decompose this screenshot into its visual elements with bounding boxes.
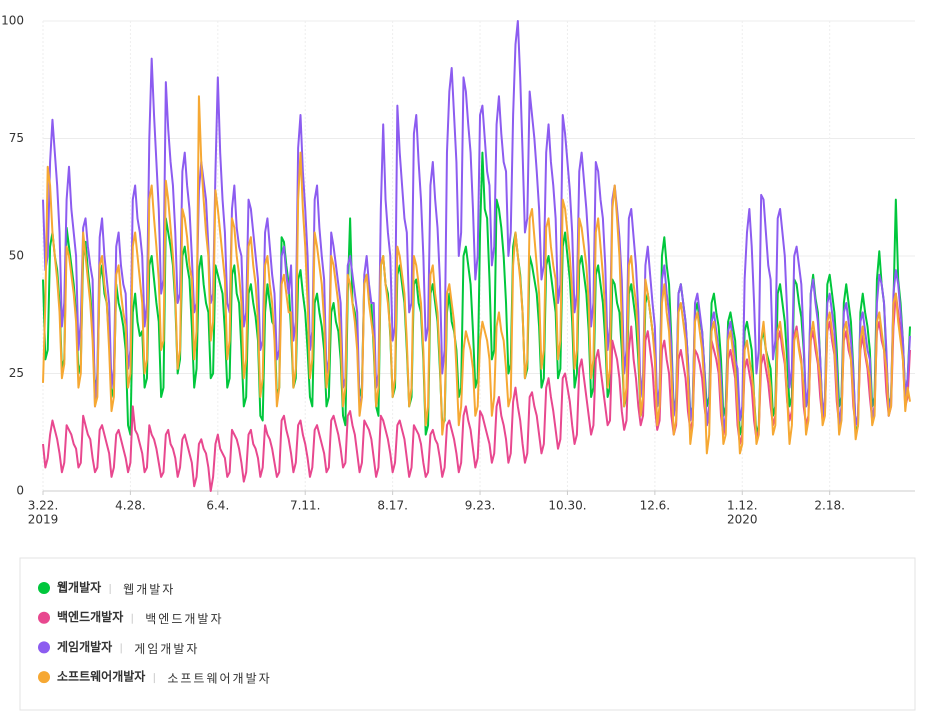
series-line	[42, 20, 911, 431]
legend-dot	[38, 582, 50, 594]
legend-name: 백엔드개발자	[57, 609, 123, 624]
year-label: 2020	[727, 513, 758, 527]
y-tick-label: 0	[16, 484, 24, 498]
series-line	[42, 292, 911, 492]
y-tick-label: 50	[9, 249, 24, 263]
x-tick-label: 12.6.	[640, 499, 671, 513]
legend-name: 소프트웨어개발자	[57, 669, 145, 684]
x-tick-label: 2.18.	[814, 499, 845, 513]
legend-name: 웹개발자	[57, 580, 101, 595]
x-tick-label: 6.4.	[206, 499, 229, 513]
year-label: 2019	[28, 513, 59, 527]
x-tick-label: 4.28.	[115, 499, 146, 513]
x-tick-label: 7.11.	[290, 499, 321, 513]
x-tick-label: 8.17.	[377, 499, 408, 513]
series-line	[42, 95, 911, 455]
legend-name-secondary: 백엔드개발자	[145, 612, 223, 626]
legend-dot	[38, 671, 50, 684]
legend-dot	[38, 611, 50, 624]
x-tick-label: 9.23.	[465, 499, 496, 513]
legend-name: 게임개발자	[57, 639, 112, 654]
legend-name-secondary: 웹개발자	[123, 583, 175, 597]
y-tick-label: 100	[1, 14, 24, 28]
legend-box	[19, 557, 916, 711]
x-tick-label: 3.22.	[28, 499, 59, 513]
y-tick-label: 25	[9, 366, 24, 380]
x-tick-label: 1.12.	[727, 499, 758, 513]
y-tick-label: 75	[9, 131, 24, 145]
legend-dot	[38, 641, 50, 654]
legend-name-secondary: 게임개발자	[134, 642, 199, 656]
legend-name-secondary: 소프트웨어개발자	[167, 672, 271, 686]
x-tick-label: 10.30.	[548, 499, 586, 513]
